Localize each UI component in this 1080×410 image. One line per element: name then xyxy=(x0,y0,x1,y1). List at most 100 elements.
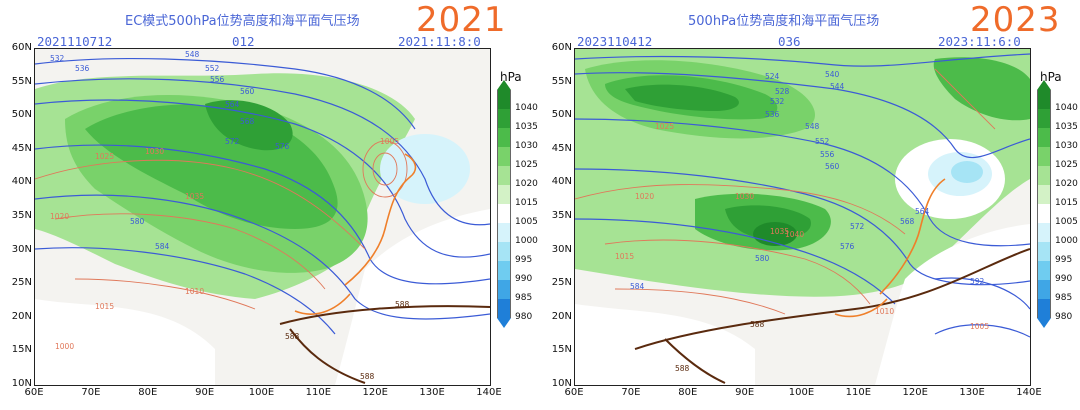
colorbar-level-label: 995 xyxy=(1055,255,1073,265)
colorbar-segment xyxy=(497,299,511,318)
colorbar-segment xyxy=(497,223,511,242)
right-init-time: 2023110412 xyxy=(577,34,653,49)
contour-label: 588 xyxy=(675,364,690,373)
left-map-panel: EC模式500hPa位势高度和海平面气压场 2021 2021110712 01… xyxy=(11,0,538,398)
contour-label: 532 xyxy=(50,54,65,63)
lon-label: 120E xyxy=(362,387,388,398)
lat-label: 40N xyxy=(11,176,32,188)
colorbar-level-label: 1040 xyxy=(515,103,538,113)
contour-label: 1015 xyxy=(95,302,114,311)
lon-label: 100E xyxy=(248,387,275,398)
left-height-contours xyxy=(35,57,490,335)
contour-label: 564 xyxy=(225,100,240,109)
lon-label: 60E xyxy=(24,387,44,398)
colorbar-segment xyxy=(497,204,511,223)
left-map-title: EC模式500hPa位势高度和海平面气压场 xyxy=(125,14,360,29)
lat-label: 35N xyxy=(551,210,572,221)
contour-label: 588 xyxy=(750,320,765,329)
contour-label: 560 xyxy=(240,87,255,96)
colorbar-segment xyxy=(1037,128,1051,147)
colorbar-level-label: 1005 xyxy=(1055,217,1078,227)
colorbar-segment xyxy=(1037,223,1051,242)
lat-label: 30N xyxy=(551,243,572,255)
colorbar-level-label: 1035 xyxy=(515,122,538,132)
right-pressure-fill-8 xyxy=(933,57,1030,121)
right-forecast-hour: 036 xyxy=(778,34,801,49)
lon-label: 90E xyxy=(735,387,755,398)
lat-label: 10N xyxy=(551,378,572,389)
contour-label: 544 xyxy=(830,82,845,91)
lat-label: 60N xyxy=(551,42,572,53)
contour-label: 536 xyxy=(75,64,90,73)
colorbar-top-arrow xyxy=(1037,80,1051,90)
colorbar-segment xyxy=(1037,299,1051,318)
lon-label: 140E xyxy=(476,387,502,398)
contour-label: 588 xyxy=(395,300,410,309)
left-year-label: 2021 xyxy=(416,0,507,40)
colorbar-level-label: 1030 xyxy=(515,141,538,151)
lon-label: 100E xyxy=(788,387,815,398)
right-588-contour-2 xyxy=(664,338,726,384)
left-valid-time: 2021:11:8:0 xyxy=(398,34,481,49)
colorbar-level-label: 1000 xyxy=(515,236,538,246)
right-map-title: 500hPa位势高度和海平面气压场 xyxy=(688,14,880,29)
lon-label: 70E xyxy=(81,387,101,398)
contour-label: 540 xyxy=(825,70,840,79)
lon-label: 110E xyxy=(305,387,332,398)
contour-label: 556 xyxy=(820,150,835,159)
left-sea xyxy=(335,209,490,385)
right-map-area: 524 528 532 536 540 544 548 552 556 560 564 568 572 5… xyxy=(574,48,1031,386)
lon-label: 90E xyxy=(195,387,215,398)
right-588-contour xyxy=(634,248,1030,350)
contour-label: 536 xyxy=(765,110,780,119)
lat-label: 25N xyxy=(551,277,572,289)
contour-label: 580 xyxy=(130,217,145,226)
lon-label: 80E xyxy=(678,387,698,398)
colorbar-top-arrow xyxy=(497,80,511,90)
right-slp-contours xyxy=(575,68,996,315)
right-low-fill-3 xyxy=(951,161,983,183)
right-pressure-fill-4 xyxy=(625,84,739,111)
colorbar-segment xyxy=(1037,109,1051,128)
right-coastline-2 xyxy=(834,298,888,318)
lat-label: 15N xyxy=(551,344,572,356)
contour-label: 1015 xyxy=(615,252,634,261)
lon-label: 120E xyxy=(902,387,928,398)
colorbar-level-label: 1015 xyxy=(1055,198,1078,208)
colorbar-segment xyxy=(1037,185,1051,204)
lon-label: 140E xyxy=(1016,387,1042,398)
left-indian-ocean xyxy=(35,299,215,385)
lon-label: 60E xyxy=(564,387,584,398)
colorbar-level-label: 1020 xyxy=(515,179,538,189)
right-map-panel: 500hPa位势高度和海平面气压场 2023 2023110412 036 20… xyxy=(540,0,1080,410)
contour-label: 1020 xyxy=(50,212,69,221)
lon-label: 110E xyxy=(845,387,872,398)
colorbar-level-label: 990 xyxy=(515,274,533,284)
left-map-area: 532 536 548 552 556 560 564 568 572 576 580 584 588 5… xyxy=(34,48,491,386)
left-init-time: 2021110712 xyxy=(37,34,113,49)
left-588-contour-2 xyxy=(289,328,366,384)
lat-label: 20N xyxy=(11,310,32,322)
colorbar-segment xyxy=(497,128,511,147)
lat-label: 45N xyxy=(551,142,572,154)
contour-label: 1035 xyxy=(770,227,789,236)
lat-label: 35N xyxy=(11,210,32,221)
right-valid-time: 2023:11:6:0 xyxy=(938,34,1021,49)
colorbar-level-label: 995 xyxy=(515,255,533,265)
colorbar-level-label: 1005 xyxy=(515,217,538,227)
colorbar-segment xyxy=(497,109,511,128)
colorbar-level-label: 1000 xyxy=(1055,236,1078,246)
colorbar-segment xyxy=(497,147,511,166)
lat-label: 45N xyxy=(11,142,32,154)
lon-label: 80E xyxy=(138,387,158,398)
right-height-contours xyxy=(575,53,1030,338)
contour-label: 1040 xyxy=(785,230,804,239)
colorbar-segment xyxy=(497,242,511,261)
contour-label: 548 xyxy=(185,50,200,59)
contour-label: 548 xyxy=(805,122,820,131)
contour-label: 588 xyxy=(360,372,375,381)
colorbar-segment xyxy=(1037,280,1051,299)
